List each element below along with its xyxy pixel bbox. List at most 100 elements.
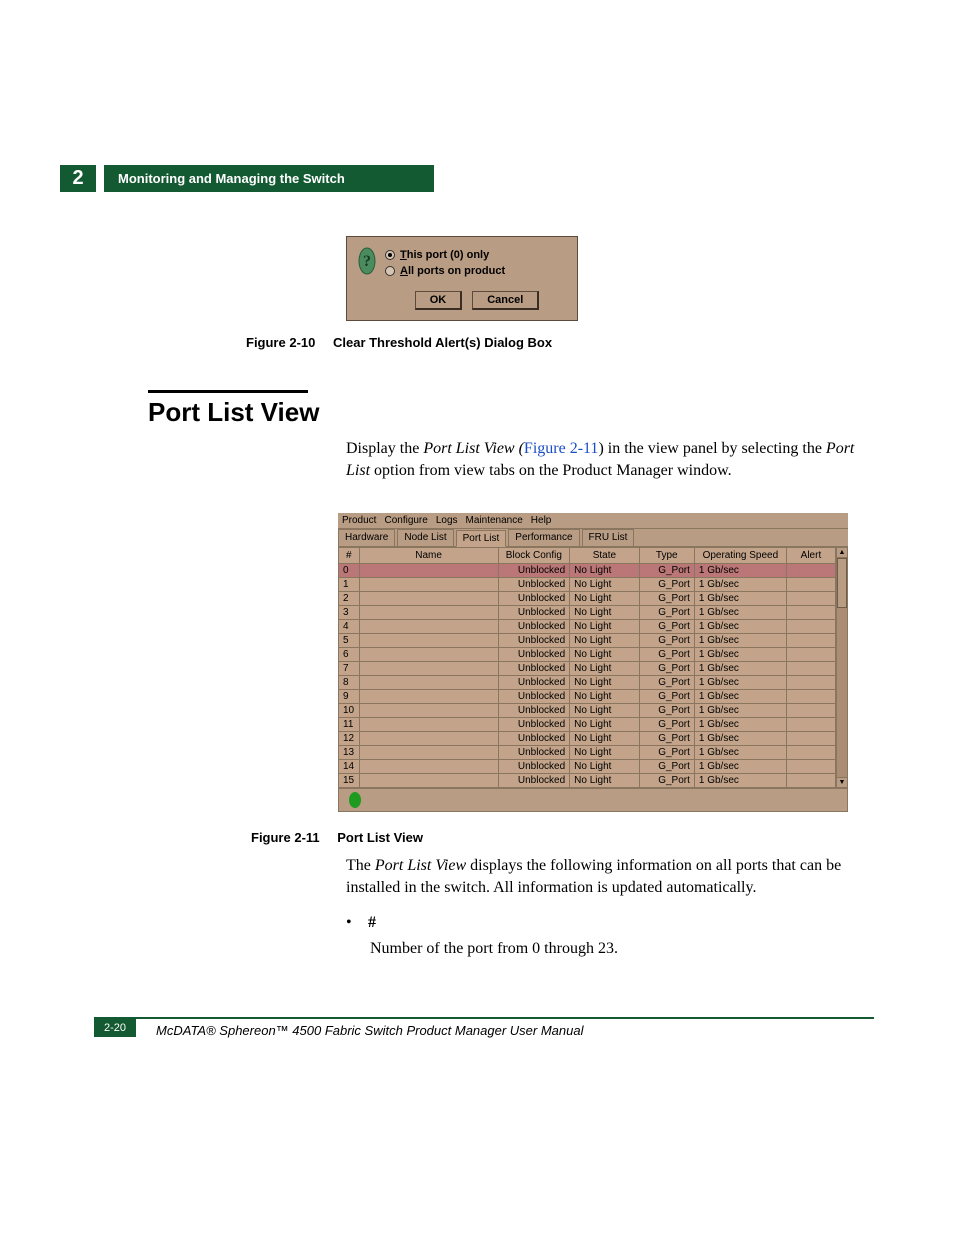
table-cell: No Light (570, 633, 640, 647)
figure-2-11-link[interactable]: Figure 2-11 (524, 440, 599, 457)
footer-text: McDATA® Sphereon™ 4500 Fabric Switch Pro… (156, 1019, 583, 1038)
table-cell: G_Port (639, 745, 694, 759)
table-cell (786, 647, 835, 661)
table-cell: G_Port (639, 619, 694, 633)
table-cell: 0 (339, 563, 360, 577)
table-cell (786, 689, 835, 703)
table-cell (786, 577, 835, 591)
table-cell: 1 Gb/sec (694, 591, 786, 605)
chapter-title-bar: Monitoring and Managing the Switch (104, 165, 434, 192)
table-cell: No Light (570, 703, 640, 717)
table-cell: 4 (339, 619, 360, 633)
table-row[interactable]: 9UnblockedNo LightG_Port1 Gb/sec (339, 689, 836, 703)
menu-item-configure[interactable]: Configure (384, 515, 427, 526)
table-cell (359, 717, 498, 731)
table-cell (786, 745, 835, 759)
table-cell (786, 675, 835, 689)
table-row[interactable]: 7UnblockedNo LightG_Port1 Gb/sec (339, 661, 836, 675)
table-row[interactable]: 8UnblockedNo LightG_Port1 Gb/sec (339, 675, 836, 689)
tab-port-list[interactable]: Port List (456, 530, 507, 547)
table-cell: 1 Gb/sec (694, 759, 786, 773)
table-cell: 1 Gb/sec (694, 717, 786, 731)
column-header[interactable]: Type (639, 547, 694, 563)
radio-this-port-label: his port (0) only (407, 249, 490, 261)
tab-fru-list[interactable]: FRU List (582, 529, 635, 546)
table-cell: G_Port (639, 647, 694, 661)
table-cell (786, 619, 835, 633)
menubar: Product Configure Logs Maintenance Help (338, 513, 848, 529)
bullet-item: •# (346, 914, 868, 932)
table-cell: G_Port (639, 731, 694, 745)
menu-item-help[interactable]: Help (531, 515, 552, 526)
table-cell: 1 Gb/sec (694, 577, 786, 591)
table-row[interactable]: 0UnblockedNo LightG_Port1 Gb/sec (339, 563, 836, 577)
table-cell: 1 Gb/sec (694, 633, 786, 647)
table-cell: 5 (339, 633, 360, 647)
table-cell: G_Port (639, 675, 694, 689)
column-header[interactable]: Alert (786, 547, 835, 563)
table-row[interactable]: 12UnblockedNo LightG_Port1 Gb/sec (339, 731, 836, 745)
table-cell (786, 703, 835, 717)
ok-button[interactable]: OK (415, 291, 463, 310)
table-cell: 3 (339, 605, 360, 619)
table-row[interactable]: 6UnblockedNo LightG_Port1 Gb/sec (339, 647, 836, 661)
table-cell (786, 731, 835, 745)
table-row[interactable]: 3UnblockedNo LightG_Port1 Gb/sec (339, 605, 836, 619)
table-row[interactable]: 1UnblockedNo LightG_Port1 Gb/sec (339, 577, 836, 591)
table-cell: 1 Gb/sec (694, 745, 786, 759)
column-header[interactable]: Operating Speed (694, 547, 786, 563)
table-row[interactable]: 14UnblockedNo LightG_Port1 Gb/sec (339, 759, 836, 773)
table-cell (786, 605, 835, 619)
table-cell: 13 (339, 745, 360, 759)
status-indicator-icon (349, 792, 361, 808)
radio-this-port[interactable]: This port (0) only (385, 249, 569, 261)
vertical-scrollbar[interactable]: ▲ ▼ (836, 547, 848, 788)
table-cell: Unblocked (498, 703, 570, 717)
table-row[interactable]: 15UnblockedNo LightG_Port1 Gb/sec (339, 773, 836, 787)
tab-bar: HardwareNode ListPort ListPerformanceFRU… (338, 529, 848, 547)
figure-2-11-caption: Figure 2-11 Port List View (251, 830, 954, 845)
table-cell: G_Port (639, 563, 694, 577)
table-cell: 8 (339, 675, 360, 689)
scroll-thumb[interactable] (837, 558, 847, 608)
table-row[interactable]: 10UnblockedNo LightG_Port1 Gb/sec (339, 703, 836, 717)
table-cell: 1 Gb/sec (694, 689, 786, 703)
column-header[interactable]: Name (359, 547, 498, 563)
radio-all-ports[interactable]: All ports on product (385, 265, 569, 277)
scroll-up-icon[interactable]: ▲ (837, 548, 847, 558)
table-cell: G_Port (639, 661, 694, 675)
table-row[interactable]: 11UnblockedNo LightG_Port1 Gb/sec (339, 717, 836, 731)
tab-performance[interactable]: Performance (508, 529, 579, 546)
cancel-button[interactable]: Cancel (472, 291, 539, 310)
tab-node-list[interactable]: Node List (397, 529, 453, 546)
menu-item-logs[interactable]: Logs (436, 515, 458, 526)
menu-item-product[interactable]: Product (342, 515, 376, 526)
table-cell: Unblocked (498, 661, 570, 675)
table-cell: 1 Gb/sec (694, 605, 786, 619)
table-row[interactable]: 5UnblockedNo LightG_Port1 Gb/sec (339, 633, 836, 647)
table-cell: G_Port (639, 591, 694, 605)
table-cell (359, 731, 498, 745)
table-row[interactable]: 2UnblockedNo LightG_Port1 Gb/sec (339, 591, 836, 605)
table-cell: 1 Gb/sec (694, 773, 786, 787)
table-cell: 14 (339, 759, 360, 773)
column-header[interactable]: State (570, 547, 640, 563)
table-row[interactable]: 4UnblockedNo LightG_Port1 Gb/sec (339, 619, 836, 633)
table-cell (359, 689, 498, 703)
table-cell (786, 773, 835, 787)
table-cell: Unblocked (498, 619, 570, 633)
table-cell (359, 619, 498, 633)
table-cell (359, 563, 498, 577)
table-cell (786, 563, 835, 577)
table-cell: Unblocked (498, 563, 570, 577)
table-cell: Unblocked (498, 605, 570, 619)
tab-hardware[interactable]: Hardware (338, 529, 395, 546)
menu-item-maintenance[interactable]: Maintenance (466, 515, 523, 526)
column-header[interactable]: Block Config (498, 547, 570, 563)
page-number: 2-20 (94, 1019, 136, 1037)
table-row[interactable]: 13UnblockedNo LightG_Port1 Gb/sec (339, 745, 836, 759)
scroll-down-icon[interactable]: ▼ (837, 777, 847, 787)
table-cell: No Light (570, 619, 640, 633)
table-cell: No Light (570, 759, 640, 773)
column-header[interactable]: # (339, 547, 360, 563)
